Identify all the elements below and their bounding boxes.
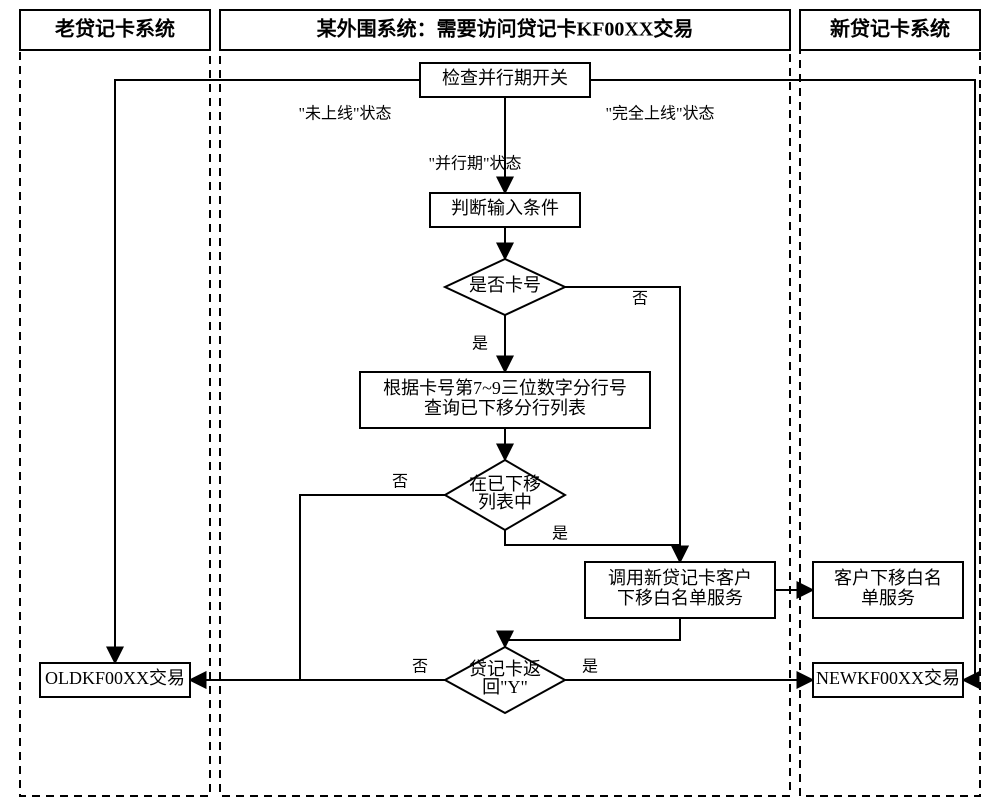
edge-label-e_inlist_old: 否 <box>392 474 408 491</box>
edge-label-e_retY_old: 否 <box>412 659 428 676</box>
edge-label-e_iscard_query: 是 <box>472 336 488 353</box>
svg-text:下移白名单服务: 下移白名单服务 <box>617 588 743 608</box>
node-n_new: NEWKF00XX交易 <box>813 663 963 697</box>
node-n_old: OLDKF00XX交易 <box>40 663 190 697</box>
lane-title-old: 老贷记卡系统 <box>55 17 175 41</box>
svg-text:回"Y": 回"Y" <box>482 677 528 697</box>
svg-text:单服务: 单服务 <box>861 588 915 608</box>
svg-text:查询已下移分行列表: 查询已下移分行列表 <box>424 398 586 418</box>
edge-label-e_retY_new: 是 <box>582 659 598 676</box>
node-n_query: 根据卡号第7~9三位数字分行号查询已下移分行列表 <box>360 372 650 428</box>
svg-text:贷记卡返: 贷记卡返 <box>469 659 541 679</box>
node-n_iscard: 是否卡号 <box>445 259 565 315</box>
edge-label-e_full_new: "完全上线"状态 <box>605 105 714 123</box>
svg-text:列表中: 列表中 <box>478 492 532 512</box>
node-n_check: 检查并行期开关 <box>420 63 590 97</box>
svg-text:根据卡号第7~9三位数字分行号: 根据卡号第7~9三位数字分行号 <box>383 378 627 398</box>
svg-text:判断输入条件: 判断输入条件 <box>451 198 559 218</box>
node-n_inlist: 在已下移列表中 <box>445 460 565 530</box>
svg-text:NEWKF00XX交易: NEWKF00XX交易 <box>816 668 960 688</box>
lane-title-new: 新贷记卡系统 <box>830 17 950 41</box>
edge-e_inlist_call <box>505 530 680 562</box>
node-n_white: 客户下移白名单服务 <box>813 562 963 618</box>
node-n_cond: 判断输入条件 <box>430 193 580 227</box>
node-n_retY: 贷记卡返回"Y" <box>445 647 565 713</box>
svg-text:在已下移: 在已下移 <box>469 474 541 494</box>
lane-title-mid: 某外围系统：需要访问贷记卡KF00XX交易 <box>317 17 694 41</box>
edge-e_call_retY <box>505 618 680 647</box>
node-n_call: 调用新贷记卡客户下移白名单服务 <box>585 562 775 618</box>
edge-label-e_run_label: "并行期"状态 <box>428 155 521 173</box>
svg-text:客户下移白名: 客户下移白名 <box>834 568 942 588</box>
edge-e_inlist_old <box>190 495 445 680</box>
svg-text:OLDKF00XX交易: OLDKF00XX交易 <box>45 668 185 688</box>
edge-label-e_notlive_old: "未上线"状态 <box>298 105 391 123</box>
svg-text:检查并行期开关: 检查并行期开关 <box>442 68 568 88</box>
svg-text:调用新贷记卡客户: 调用新贷记卡客户 <box>608 568 752 588</box>
edge-label-e_inlist_call: 是 <box>552 526 568 543</box>
svg-text:是否卡号: 是否卡号 <box>469 275 541 295</box>
edge-label-e_iscard_no: 否 <box>632 291 648 308</box>
